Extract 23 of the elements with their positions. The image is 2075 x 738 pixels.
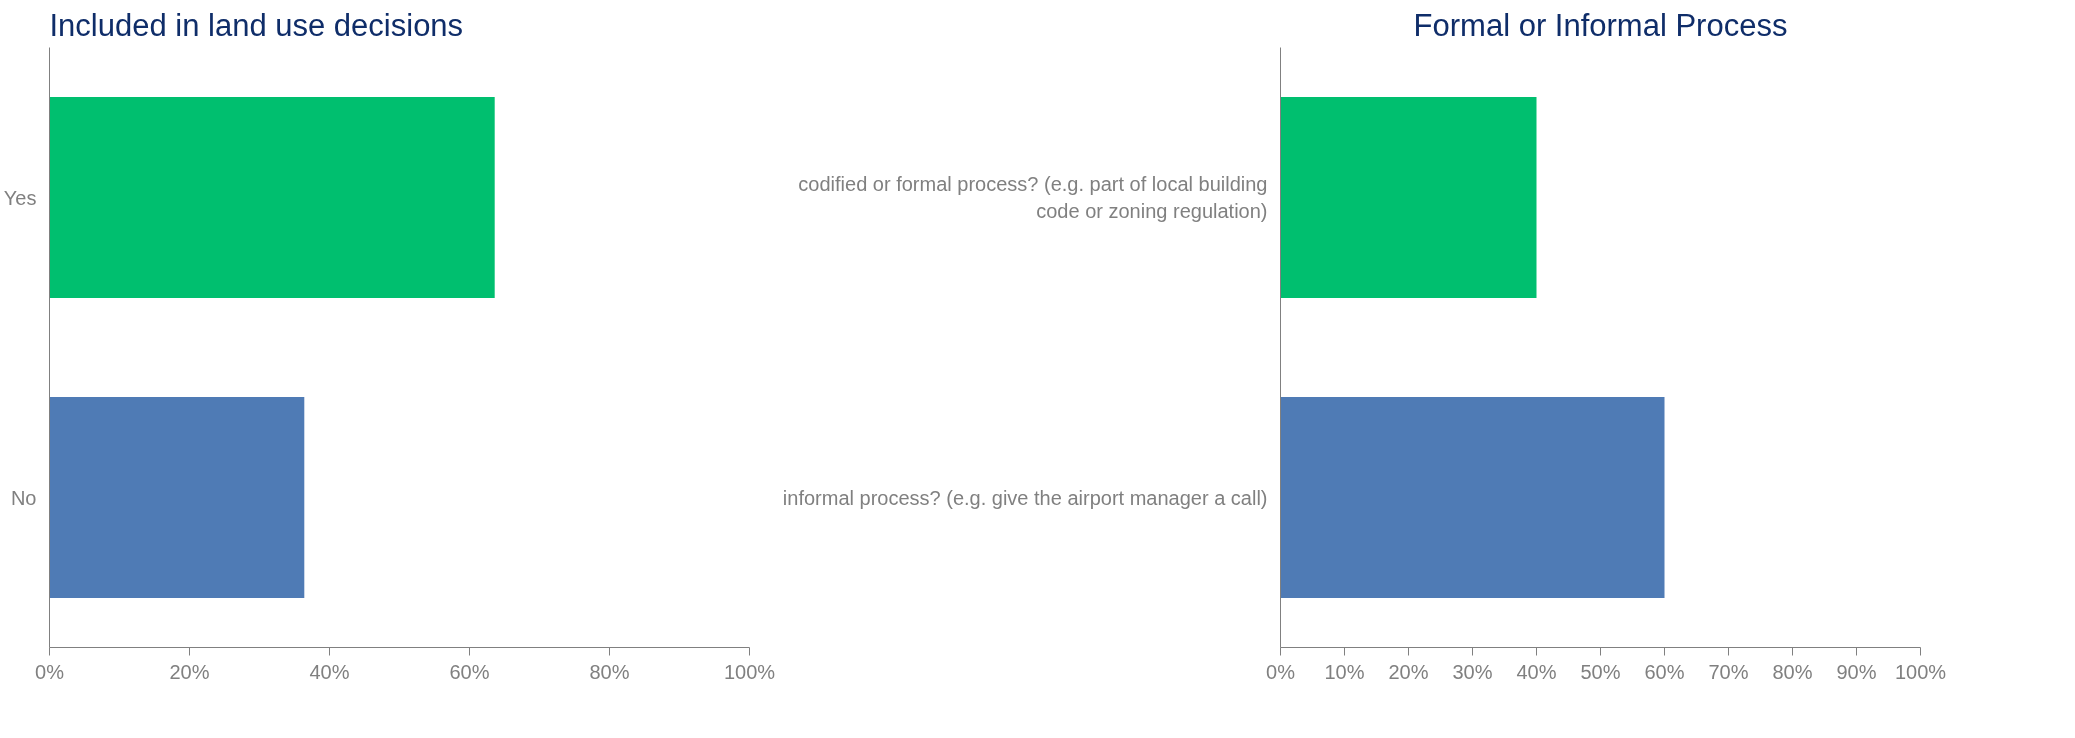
- x-tick-label: 100%: [1894, 660, 1947, 683]
- y-tick-label: codified or formal process? (e.g. part of local building code or zoning regulation): [798, 173, 1268, 222]
- x-tick-label: 20%: [169, 660, 210, 683]
- x-tick-label: 90%: [1836, 660, 1877, 683]
- x-tick-label: 40%: [309, 660, 350, 683]
- x-tick-label: 80%: [1772, 660, 1813, 683]
- x-tick-label: 0%: [1266, 660, 1296, 683]
- x-tick-label: 40%: [1516, 660, 1557, 683]
- chart-title: Included in land use decisions: [49, 7, 464, 43]
- x-tick-label: 60%: [1644, 660, 1685, 683]
- x-tick-label: 60%: [449, 660, 490, 683]
- x-tick-label: 30%: [1452, 660, 1493, 683]
- x-tick-label: 80%: [589, 660, 630, 683]
- x-tick-label: 0%: [35, 660, 65, 683]
- y-tick-label: informal process? (e.g. give the airport manager a call): [782, 486, 1268, 509]
- x-tick-label: 100%: [723, 660, 776, 683]
- x-tick-label: 20%: [1388, 660, 1429, 683]
- chart-title: Formal or Informal Process: [1413, 7, 1788, 43]
- y-tick-label: No: [10, 486, 37, 509]
- y-tick-label: Yes: [3, 186, 37, 209]
- x-tick-label: 10%: [1324, 660, 1365, 683]
- x-tick-label: 70%: [1708, 660, 1749, 683]
- x-tick-label: 50%: [1580, 660, 1621, 683]
